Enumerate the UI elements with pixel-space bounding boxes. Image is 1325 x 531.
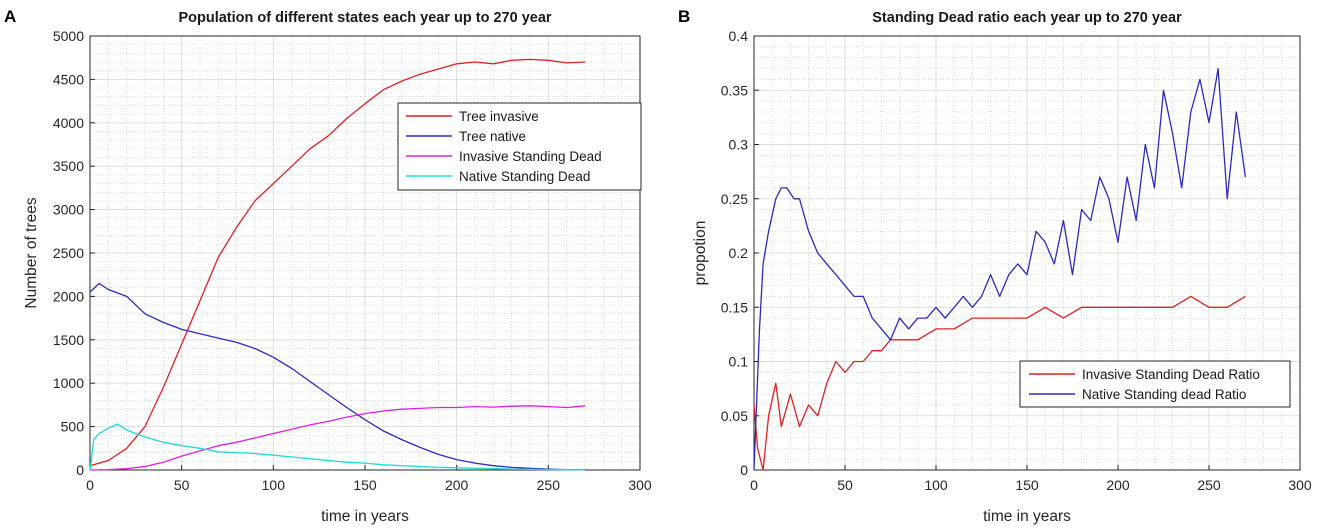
panel-b-letter: B	[678, 7, 690, 26]
y-tick-label: 0.1	[729, 354, 749, 370]
y-tick-label: 2000	[53, 288, 84, 304]
panel-b-xlabel: time in years	[983, 508, 1071, 525]
y-tick-label: 0.05	[721, 408, 748, 424]
x-tick-label: 300	[628, 477, 652, 493]
y-tick-label: 0.3	[729, 137, 749, 153]
series-line-4	[89, 423, 586, 471]
panel-b-ticks: 0 50 100 150 200 250 300 0 0.05 0.1 0.15 0.2 0.25 0.3…	[721, 28, 1312, 493]
x-tick-label: 150	[1015, 477, 1039, 493]
y-tick-label: 1000	[53, 375, 84, 391]
panel-b-legend: Invasive Standing Dead Ratio Native Stand…	[1019, 360, 1291, 408]
x-tick-label: 50	[174, 477, 190, 493]
series-line-2	[89, 282, 586, 471]
y-tick-label: 4000	[53, 115, 84, 131]
y-tick-label: 0.2	[729, 245, 749, 261]
y-tick-label: 5000	[53, 28, 84, 44]
x-tick-label: 0	[750, 477, 758, 493]
y-tick-label: 0	[740, 462, 748, 478]
x-tick-label: 250	[537, 477, 561, 493]
panel-a-legend: Tree invasive Tree native Invasive Standin…	[397, 102, 642, 191]
series-line-1	[89, 58, 586, 467]
legend-entry: Tree native	[459, 129, 526, 144]
series-line-1	[753, 295, 1246, 471]
panel-a-ticks: 0 50 100 150 200 250 3000500100015002000250030…	[53, 28, 652, 493]
series-line-2	[753, 67, 1247, 471]
y-tick-label: 2500	[53, 245, 84, 261]
panel-b-lines	[753, 67, 1247, 471]
legend-entry: Tree invasive	[459, 109, 539, 124]
y-tick-label: 0.35	[721, 82, 748, 98]
x-tick-label: 200	[1106, 477, 1130, 493]
panel-a-grid	[89, 35, 641, 471]
panel-a-xlabel: time in years	[321, 508, 409, 525]
y-tick-label: 0.4	[729, 28, 749, 44]
panel-a-ylabel: Number of trees	[23, 197, 40, 308]
panel-b-legend-box	[1019, 360, 1291, 408]
panel-b-ylabel: propotion	[692, 221, 709, 286]
x-tick-label: 250	[1197, 477, 1221, 493]
x-tick-label: 150	[353, 477, 377, 493]
panel-a-title: Population of different states each year…	[178, 10, 551, 26]
x-tick-label: 0	[86, 477, 94, 493]
x-tick-label: 300	[1288, 477, 1312, 493]
panel-b: B Standing Dead ratio each year up to 27…	[678, 7, 1312, 525]
y-tick-label: 1500	[53, 332, 84, 348]
panel-a: A Population of different states each ye…	[4, 7, 652, 525]
x-tick-label: 100	[262, 477, 286, 493]
panel-b-title: Standing Dead ratio each year up to 270 …	[872, 10, 1182, 26]
legend-entry: Native Standing dead Ratio	[1082, 387, 1246, 402]
legend-entry: Invasive Standing Dead Ratio	[1082, 367, 1260, 382]
series-line-3	[89, 405, 586, 471]
y-tick-label: 0	[76, 462, 84, 478]
y-tick-label: 500	[61, 419, 85, 435]
y-tick-label: 0.15	[721, 299, 748, 315]
y-tick-label: 3000	[53, 202, 84, 218]
legend-entry: Invasive Standing Dead	[459, 149, 602, 164]
legend-entry: Native Standing Dead	[459, 169, 590, 184]
x-tick-label: 100	[924, 477, 948, 493]
panel-a-letter: A	[4, 7, 16, 26]
x-tick-label: 200	[445, 477, 469, 493]
y-tick-label: 0.25	[721, 191, 748, 207]
y-tick-label: 3500	[53, 158, 84, 174]
x-tick-label: 50	[837, 477, 853, 493]
panel-a-lines	[89, 58, 586, 471]
y-tick-label: 4500	[53, 71, 84, 87]
